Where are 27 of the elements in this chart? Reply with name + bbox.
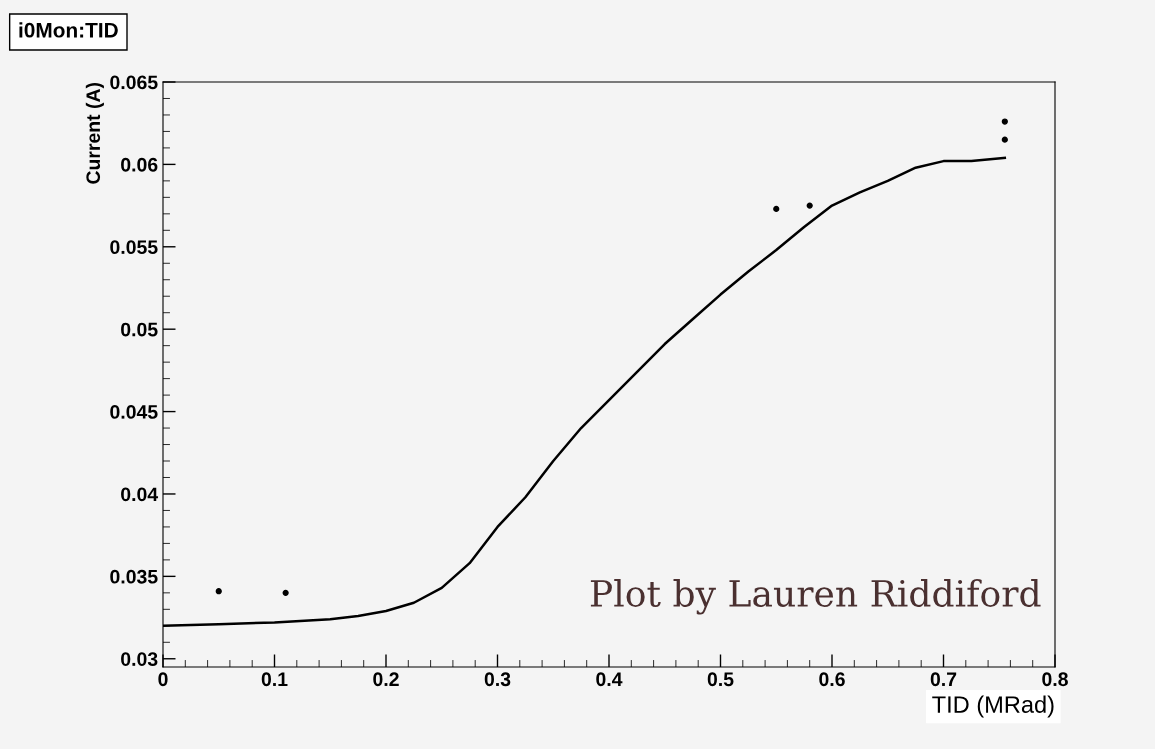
point [1001,136,1008,143]
point [282,589,289,596]
x-tick-label: 0.1 [261,672,288,687]
chart-title: i0Mon:TID [19,22,118,38]
point [806,202,813,209]
annotation: Plot by Lauren Riddiford [590,579,1041,615]
y-tick-label: 0.055 [110,240,158,255]
x-tick-label: 0 [158,672,168,687]
x-tick-label: 0.3 [484,672,511,687]
x-tick-label: 0.6 [819,672,845,687]
y-tick-label: 0.035 [110,569,158,584]
point [215,588,222,595]
x-tick-label: 0.8 [1042,672,1068,687]
point [1001,118,1008,125]
x-tick-label: 0.4 [596,672,623,687]
x-tick-label: 0.5 [707,672,734,687]
y-tick-label: 0.06 [121,157,158,172]
x-tick-label: 0.7 [930,672,957,687]
y-tick-label: 0.05 [121,322,158,337]
y-tick-label: 0.03 [121,652,158,667]
point [773,205,780,212]
y-tick-label: 0.04 [121,487,159,502]
x-axis-title: TID (MRad) [932,695,1054,718]
y-tick-label: 0.065 [110,75,158,90]
y-tick-label: 0.045 [110,405,158,419]
y-axis-title: Current (A) [85,82,104,184]
x-tick-label: 0.2 [373,672,399,687]
